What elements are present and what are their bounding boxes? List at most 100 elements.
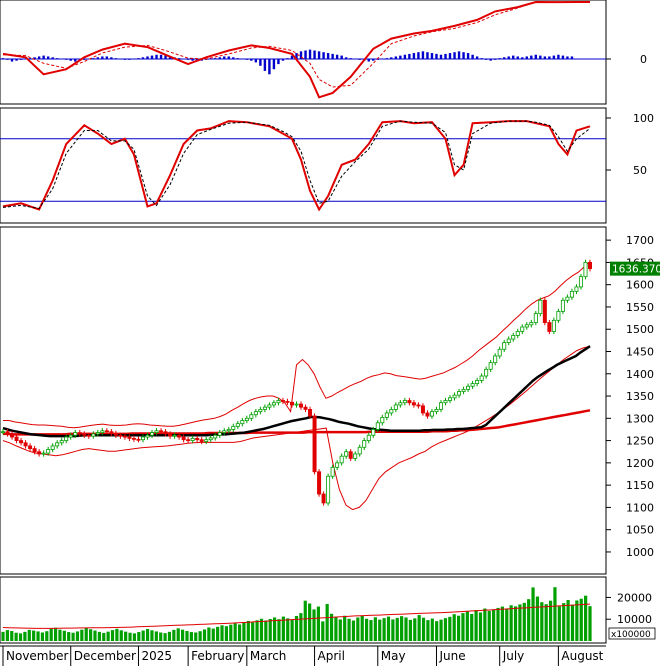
time-axis: November December 2025 February March April Ma… (0, 645, 606, 666)
volume-bar (119, 630, 123, 641)
macd-hist-bar (394, 56, 398, 59)
volume-bar (557, 606, 561, 641)
volume-bar (308, 603, 312, 641)
candle-body (438, 402, 443, 410)
candle-body (208, 437, 213, 441)
candle-body (41, 452, 46, 455)
candle-body (407, 400, 412, 404)
price-tick-label: 1500 (626, 323, 654, 336)
candle-body (497, 348, 502, 357)
price-panel: 1700165016001550150014501400135013001250… (0, 226, 660, 575)
volume-bar (456, 615, 461, 641)
month-label: June (438, 649, 465, 663)
macd-hist-bar (489, 59, 492, 61)
candle-body (271, 402, 276, 406)
volume-bar (430, 618, 434, 641)
candle-body (140, 436, 145, 441)
volume-bar (58, 629, 62, 641)
moving-averages (2, 345, 591, 438)
macd-hist-bar (448, 53, 452, 59)
volume-bar (181, 629, 185, 641)
macd-hist-bar (412, 53, 416, 59)
candle-body (150, 432, 155, 436)
volume-bar (584, 595, 588, 641)
candle-body (393, 404, 398, 410)
volume-unit-label: x100000 (608, 627, 656, 640)
volume-bar (290, 619, 294, 641)
candle-body (506, 338, 511, 343)
volume-bar (312, 609, 316, 641)
volume-bar (102, 632, 106, 641)
month-label: 2025 (141, 649, 172, 663)
macd-hist-bar (534, 54, 538, 59)
volume-bar (483, 608, 487, 641)
month-label: July (502, 649, 525, 663)
macd-hist-bar (15, 59, 18, 61)
macd-lines (0, 0, 606, 99)
macd-hist-bar (42, 55, 45, 59)
candle-body (195, 437, 200, 441)
macd-hist-bar (10, 59, 14, 62)
candle-body (411, 402, 416, 406)
volume-bar (426, 620, 430, 641)
candle-body (353, 453, 358, 459)
volume-bar (211, 628, 215, 641)
volume-bar (167, 631, 172, 641)
candle-body (326, 475, 331, 504)
macd-hist-bar (304, 50, 307, 59)
macd-hist-bar (317, 51, 321, 59)
macd-hist-bar (435, 53, 438, 59)
candle-body (122, 435, 127, 438)
volume-bar (417, 615, 421, 641)
volume-bar (404, 617, 408, 641)
macd-hist-bar (155, 54, 158, 59)
volume-bar (364, 618, 369, 641)
candle-body (375, 422, 380, 430)
candle-body (222, 430, 227, 433)
candle-body (82, 433, 87, 436)
macd-hist-bar (561, 55, 565, 59)
macd-hist-bar (557, 54, 560, 59)
volume-tick-label: 20000 (617, 591, 652, 604)
volume-bar (229, 624, 233, 641)
macd-hist-bar (313, 50, 316, 59)
macd-hist-bar (457, 51, 461, 59)
macd-hist-bar (521, 57, 524, 59)
macd-hist-bar (150, 55, 154, 59)
macd-hist-bar (101, 56, 104, 59)
macd-hist-bar (164, 55, 167, 59)
candle-body (547, 322, 552, 332)
volume-bar (492, 609, 496, 641)
macd-hist-bar (295, 53, 298, 59)
volume-bar (513, 606, 518, 641)
volume-bar (286, 618, 290, 641)
volume-bar (124, 631, 128, 641)
candle-body (240, 420, 245, 425)
volume-moving-average (2, 603, 591, 629)
candle-body (434, 409, 439, 413)
volume-bar (391, 619, 395, 641)
macd-hist-bar (299, 51, 303, 59)
candle-body (276, 400, 281, 404)
candle-body (384, 412, 389, 418)
volume-bar (259, 618, 264, 641)
candle-body (163, 431, 168, 435)
candle-body (213, 434, 218, 439)
candle-body (258, 409, 263, 413)
volume-bar (522, 602, 526, 641)
volume-bar (71, 632, 75, 641)
price-tick-label: 1600 (626, 279, 654, 292)
candle-body (556, 311, 561, 321)
volume-bar (408, 619, 412, 641)
candle-body (19, 440, 24, 444)
candle-body (303, 406, 308, 410)
macd-hist-bar (74, 59, 77, 62)
month-label: August (561, 649, 603, 663)
macd-hist-bar (232, 57, 235, 59)
volume-bar (281, 616, 285, 641)
candle-body (317, 471, 322, 495)
volume-bar (575, 600, 579, 641)
volume-bar (548, 600, 553, 641)
candlesticks (0, 259, 593, 506)
volume-bar (325, 603, 329, 641)
